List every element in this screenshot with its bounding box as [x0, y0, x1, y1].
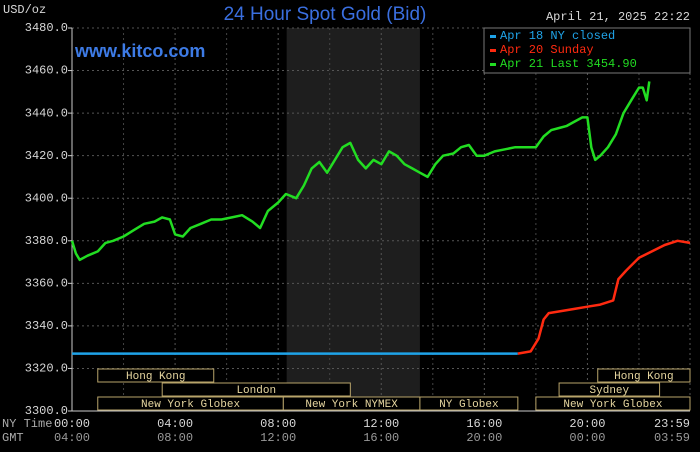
legend-entry: Apr 20 Sunday: [500, 43, 594, 57]
session-label: NY Globex: [439, 399, 499, 411]
gmt-tick-label: 03:59: [654, 431, 690, 445]
y-tick-label: 3320.0: [25, 362, 68, 376]
session-label: Sydney: [590, 385, 630, 397]
session-box: [597, 368, 691, 383]
gmt-tick-label: 20:00: [466, 431, 502, 445]
session-label: London: [236, 385, 276, 397]
session-label: Hong Kong: [126, 371, 185, 383]
session-box: [558, 382, 661, 397]
legend-entry: Apr 18 NY closed: [500, 29, 615, 43]
series-line: [70, 81, 651, 262]
y-tick-label: 3420.0: [25, 149, 68, 163]
session-box: [419, 396, 519, 411]
y-tick-label: 3380.0: [25, 234, 68, 248]
x-tick-label: 12:00: [363, 417, 399, 431]
session-label: New York Globex: [563, 399, 662, 411]
gmt-tick-label: 12:00: [260, 431, 296, 445]
gmt-tick-label: 08:00: [157, 431, 193, 445]
timestamp: April 21, 2025 22:22: [546, 10, 690, 24]
legend-swatch: [490, 63, 496, 66]
series-line: [517, 239, 691, 355]
legend-swatch: [490, 35, 496, 38]
y-tick-label: 3300.0: [25, 404, 68, 418]
x-tick-label: 00:00: [54, 417, 90, 431]
x-tick-label: 16:00: [466, 417, 502, 431]
x-tick-label: 23:59: [654, 417, 690, 431]
unit-label: USD/oz: [3, 3, 46, 17]
x-tick-label: 08:00: [260, 417, 296, 431]
row-label: NY Time: [2, 417, 52, 431]
legend-box: [483, 27, 691, 74]
gmt-tick-label: 16:00: [363, 431, 399, 445]
session-box: [161, 382, 351, 397]
y-tick-label: 3400.0: [25, 191, 68, 205]
gmt-tick-label: 04:00: [54, 431, 90, 445]
chart-title: 24 Hour Spot Gold (Bid): [224, 4, 427, 25]
x-tick-label: 20:00: [569, 417, 605, 431]
y-tick-label: 3360.0: [25, 277, 68, 291]
y-tick-label: 3340.0: [25, 319, 68, 333]
session-label: Hong Kong: [614, 371, 673, 383]
x-tick-label: 04:00: [157, 417, 193, 431]
session-box: [97, 368, 215, 383]
session-label: New York NYMEX: [305, 399, 398, 411]
legend-swatch: [490, 49, 496, 52]
gmt-tick-label: 00:00: [569, 431, 605, 445]
shaded-range: [286, 28, 420, 411]
session-label: New York Globex: [141, 399, 240, 411]
site-label: www.kitco.com: [74, 41, 205, 61]
legend-entry: Apr 21 Last 3454.90: [500, 57, 637, 71]
row-label: GMT: [2, 431, 24, 445]
y-tick-label: 3460.0: [25, 64, 68, 78]
session-box: [535, 396, 691, 411]
y-tick-label: 3440.0: [25, 106, 68, 120]
y-tick-label: 3480.0: [25, 21, 68, 35]
